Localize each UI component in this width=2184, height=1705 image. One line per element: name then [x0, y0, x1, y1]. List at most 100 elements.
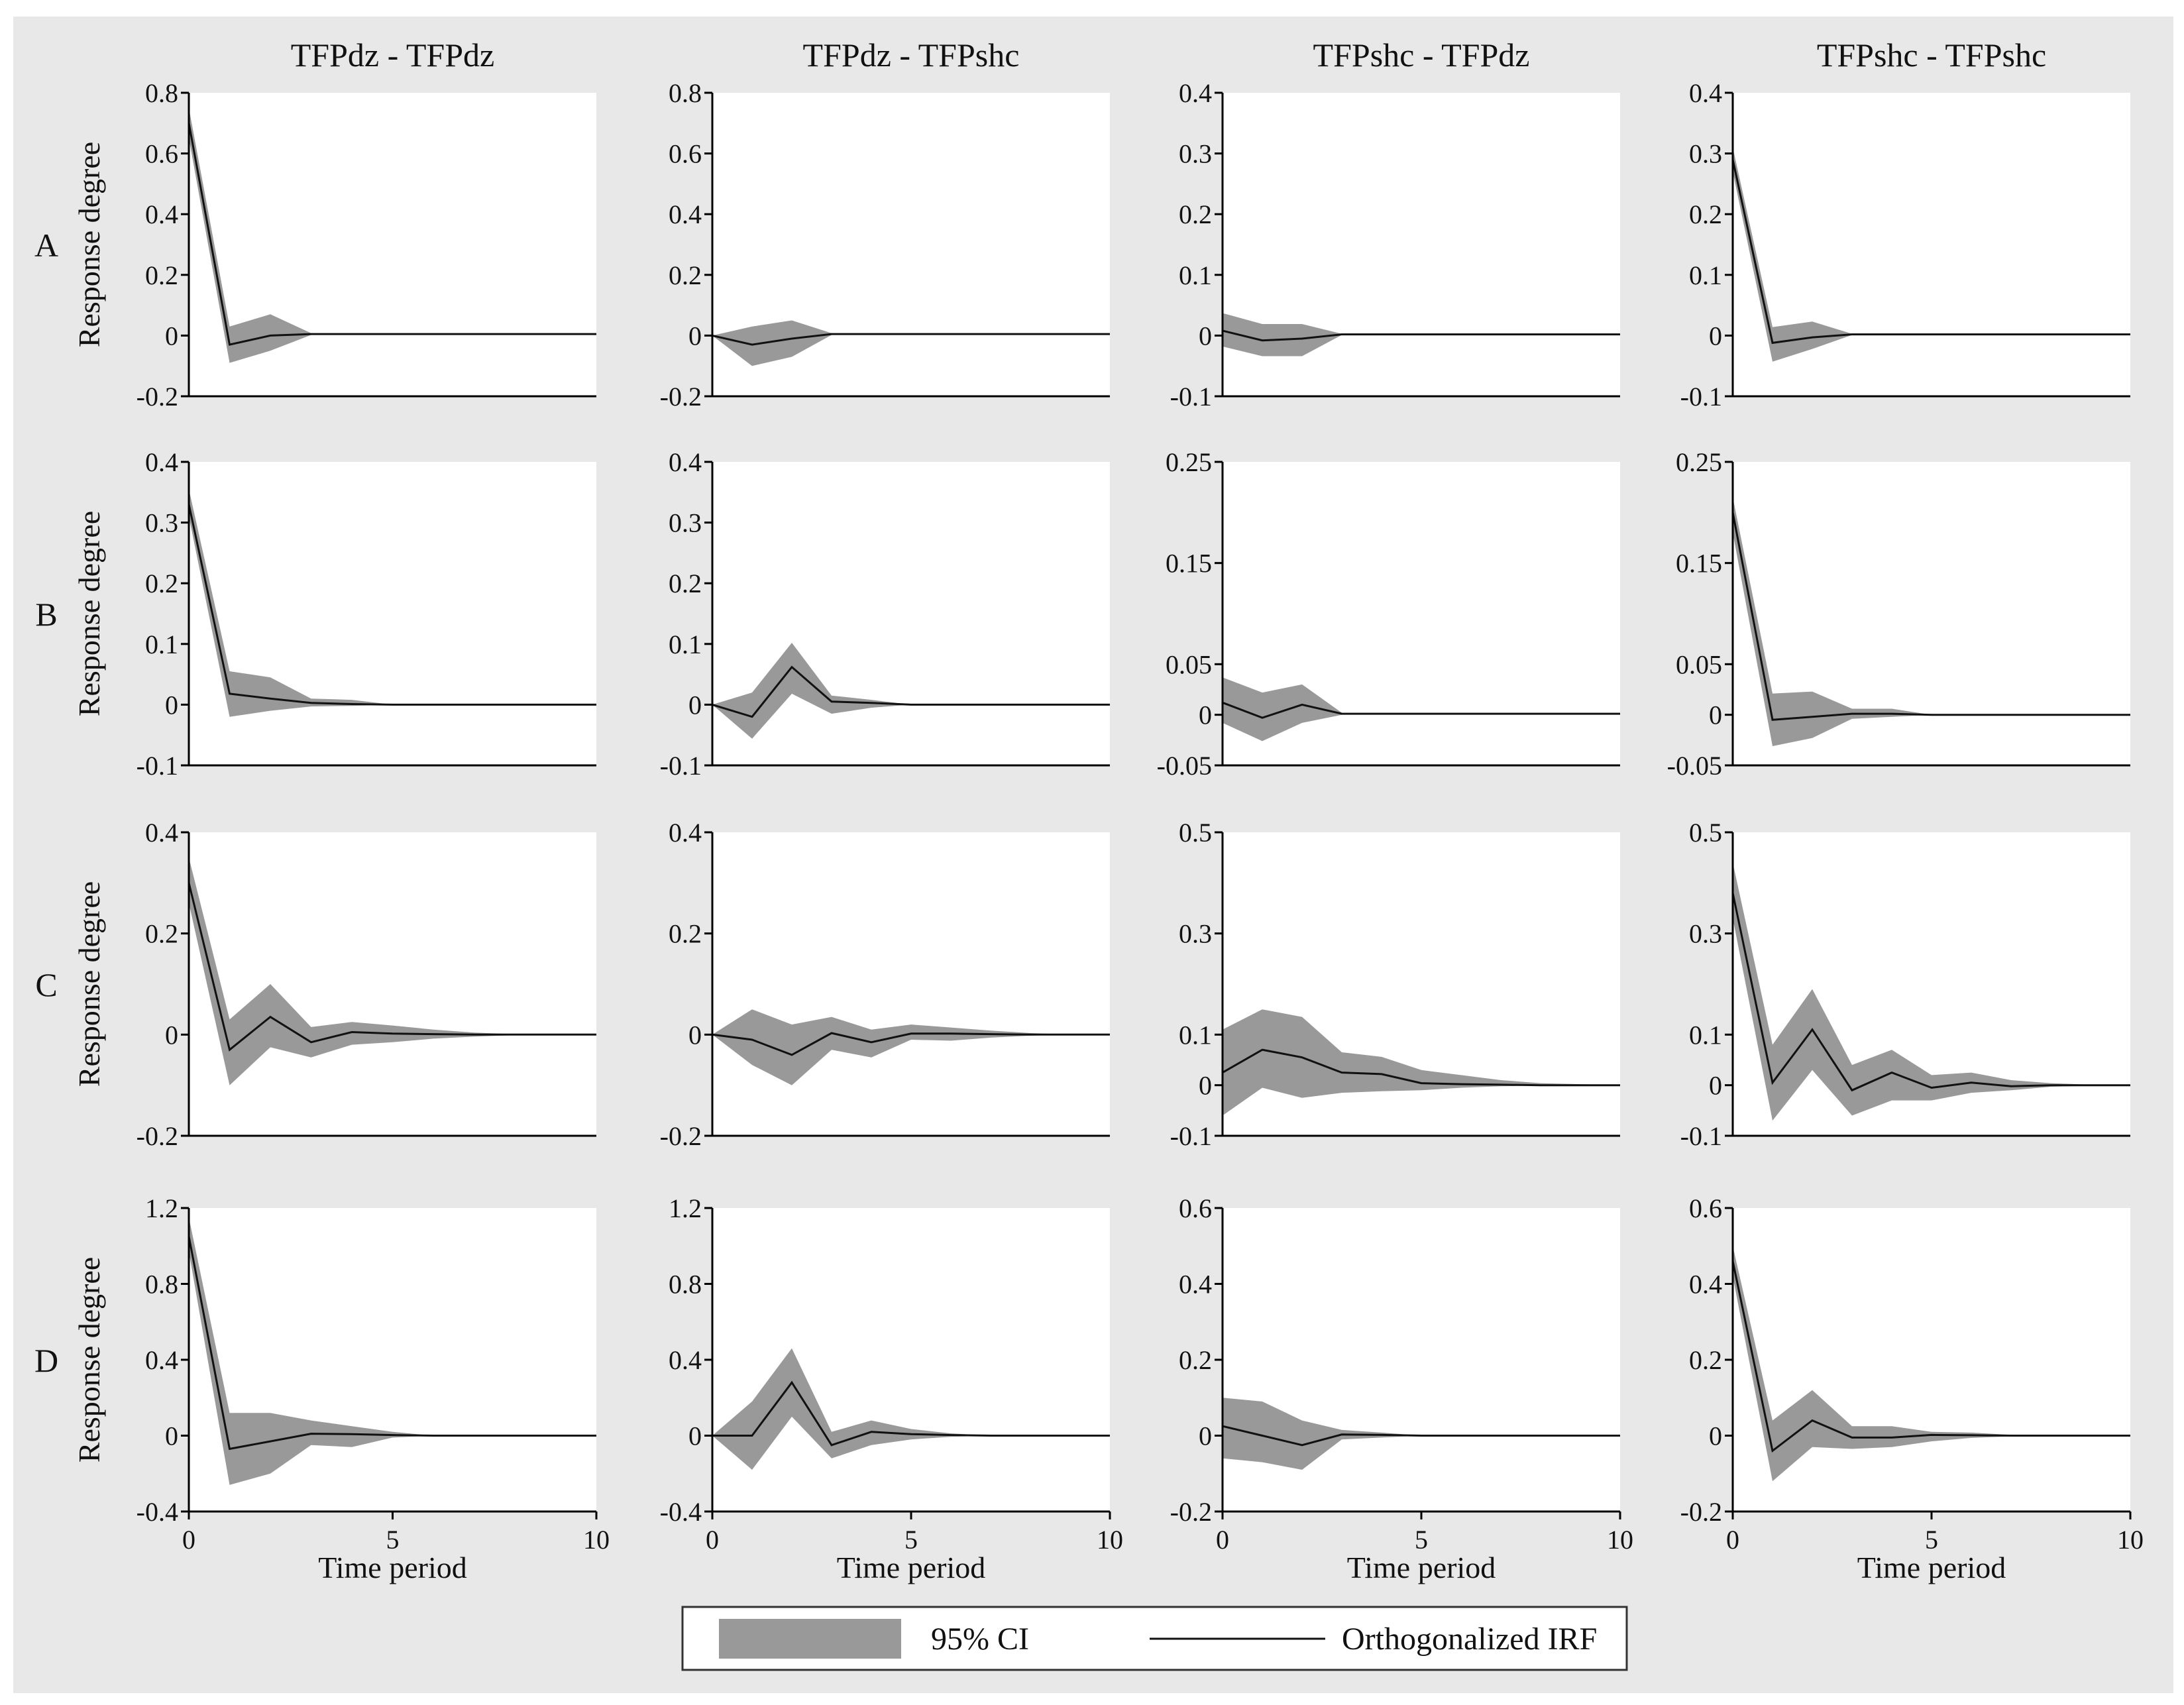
y-tick-label: 0.2 — [145, 260, 178, 290]
y-tick-label: 0.1 — [1179, 1020, 1212, 1050]
x-tick-label: 10 — [1607, 1525, 1633, 1555]
row-label-d: D — [34, 1342, 58, 1379]
irf-line — [1222, 329, 1620, 342]
y-tick-label: 0.6 — [669, 139, 702, 169]
y-tick-label: 0.4 — [145, 447, 178, 477]
x-axis-title: Time period — [837, 1551, 985, 1584]
panel-a-tfpshc-tfpdz: -0.1 0 0.1 0.2 0.3 0.4 — [1170, 78, 1620, 412]
y-tick-label: -0.4 — [136, 1497, 178, 1527]
ci-band — [189, 107, 311, 363]
y-tick-label: 0.8 — [145, 78, 178, 108]
y-tick-label: 0.3 — [1179, 139, 1212, 169]
ci-band — [189, 857, 596, 1085]
ci-band — [712, 643, 911, 739]
y-tick-label: 0.2 — [1179, 199, 1212, 229]
y-tick-label: 0.3 — [1689, 139, 1722, 169]
irf-line — [1731, 893, 2130, 1092]
y-tick-label: -0.2 — [1170, 1497, 1212, 1527]
x-tick-label: 0 — [1216, 1525, 1229, 1555]
y-tick-label: 0.3 — [145, 508, 178, 538]
y-tick-label: 0.1 — [669, 630, 702, 659]
row-label-c: C — [35, 966, 57, 1003]
y-tick-label: -0.2 — [136, 382, 178, 412]
panel-a-tfpdz-tfpshc: -0.2 0 0.2 0.4 0.6 0.8 — [660, 78, 1110, 412]
column-title-tfpdz-tfpdz: TFPdz - TFPdz — [291, 36, 494, 74]
irf-line — [712, 1032, 1110, 1056]
y-tick-label: 0.6 — [1179, 1193, 1212, 1223]
y-tick-label: 0.2 — [669, 569, 702, 598]
x-axis-title: Time period — [1857, 1551, 2006, 1584]
panel-c-tfpdz-tfpshc: -0.2 0 0.2 0.4 — [660, 818, 1110, 1151]
y-tick-label: 0.6 — [145, 139, 178, 169]
irf-line — [1222, 1425, 1620, 1447]
panel-b-tfpdz-tfpdz: -0.1 0 0.1 0.2 0.3 0.4 Response degree — [72, 447, 596, 781]
y-tick-label: 0.4 — [669, 199, 702, 229]
x-tick-label: 10 — [2117, 1525, 2144, 1555]
row-label-a: A — [34, 227, 58, 264]
y-tick-label: 0.4 — [669, 1345, 702, 1375]
y-tick-label: 0 — [1199, 1071, 1212, 1101]
y-tick-label: 0 — [165, 1421, 178, 1451]
irf-line — [188, 123, 596, 346]
y-tick-label: 0 — [1199, 321, 1212, 351]
y-tick-label: 0.4 — [669, 447, 702, 477]
ci-band — [1733, 862, 2130, 1121]
ci-band — [1733, 1246, 2011, 1482]
legend-irf-label: Orthogonalized IRF — [1342, 1622, 1597, 1657]
y-tick-label: 0.3 — [669, 508, 702, 538]
ci-band — [189, 1217, 433, 1485]
panel-c-tfpdz-tfpdz: -0.2 0 0.2 0.4 Response degree — [72, 818, 596, 1151]
plot-area — [712, 832, 1110, 1136]
y-tick-label: 0.4 — [1689, 1270, 1722, 1299]
ci-band — [1223, 677, 1342, 742]
y-tick-label: 0.2 — [145, 569, 178, 598]
legend-ci-label: 95% CI — [931, 1622, 1029, 1657]
y-tick-label: 0.2 — [669, 260, 702, 290]
y-axis-title: Response degree — [72, 1257, 106, 1462]
y-tick-label: 0.4 — [145, 818, 178, 848]
x-tick-label: 10 — [583, 1525, 610, 1555]
y-axis-title: Response degree — [72, 511, 106, 716]
panels-grid: TFPdz - TFPdz TFPdz - TFPshc TFPshc - TFPd… — [34, 36, 2144, 1584]
irf-line — [188, 504, 596, 706]
y-tick-label: -0.1 — [136, 751, 178, 781]
panel-a-tfpdz-tfpdz: -0.2 0 0.2 0.4 0.6 0.8 Response degree — [72, 78, 596, 412]
y-tick-label: 0.4 — [1689, 78, 1722, 108]
x-tick-label: 5 — [904, 1525, 918, 1555]
irf-line — [712, 1380, 1110, 1447]
plot-area — [189, 832, 596, 1136]
legend-ci-swatch — [719, 1619, 901, 1659]
y-tick-label: 0.5 — [1689, 818, 1722, 848]
x-axis-title: Time period — [318, 1551, 466, 1584]
y-tick-label: 0.15 — [1166, 549, 1212, 578]
y-tick-label: 0.8 — [669, 78, 702, 108]
y-tick-label: 0 — [165, 1020, 178, 1050]
x-axis-title: Time period — [1347, 1551, 1496, 1584]
y-axis-title: Response degree — [72, 142, 106, 347]
y-tick-label: 0.4 — [145, 1345, 178, 1375]
panel-a-tfpshc-tfpshc: -0.1 0 0.1 0.2 0.3 0.4 — [1680, 78, 2130, 412]
column-title-tfpdz-tfpshc: TFPdz - TFPshc — [803, 36, 1020, 74]
y-tick-label: 0 — [1709, 1421, 1722, 1451]
ci-band — [712, 1009, 1110, 1085]
y-tick-label: 0.2 — [1179, 1345, 1212, 1375]
y-axis-title: Response degree — [72, 881, 106, 1087]
irf-line — [1731, 512, 2130, 721]
y-tick-label: 0.3 — [1689, 919, 1722, 949]
y-tick-label: -0.2 — [660, 1121, 702, 1151]
y-tick-label: 0.6 — [1689, 1193, 1722, 1223]
plot-area — [1733, 1208, 2130, 1512]
y-tick-label: -0.2 — [660, 382, 702, 412]
row-label-b: B — [35, 596, 57, 633]
x-tick-label: 5 — [386, 1525, 400, 1555]
y-tick-label: -0.4 — [660, 1497, 702, 1527]
panel-b-tfpdz-tfpshc: -0.1 0 0.1 0.2 0.3 0.4 — [660, 447, 1110, 781]
y-tick-label: 0 — [1709, 321, 1722, 351]
plot-area — [712, 462, 1110, 765]
y-tick-label: 0.3 — [1179, 919, 1212, 949]
y-tick-label: -0.1 — [1170, 1121, 1212, 1151]
